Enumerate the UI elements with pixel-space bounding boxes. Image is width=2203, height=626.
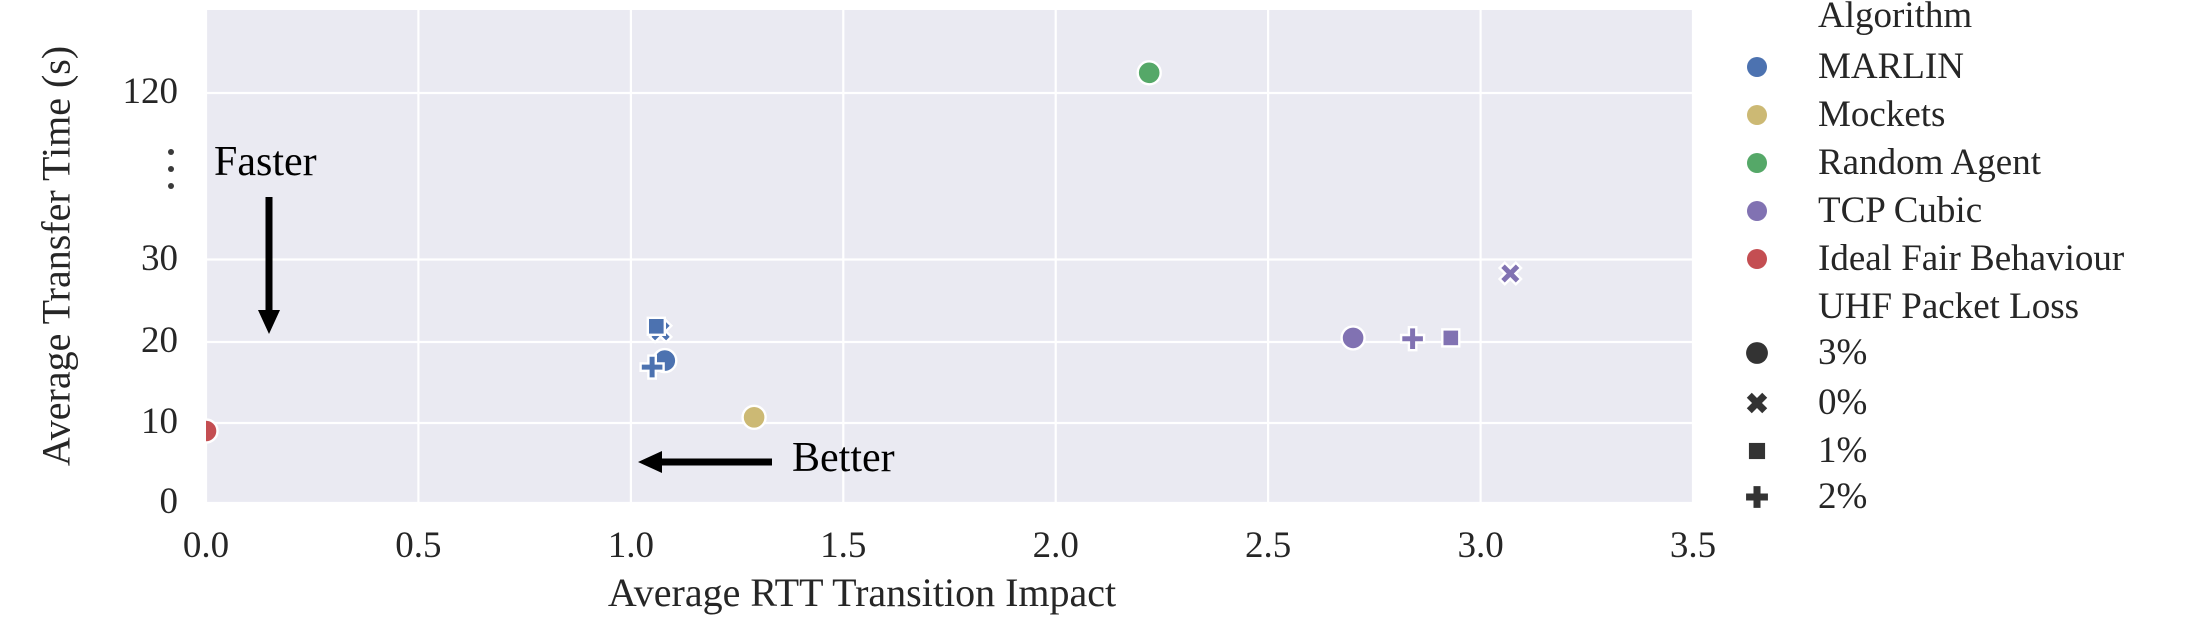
x-tick-2.5: 2.5	[1244, 525, 1292, 566]
faster-arrow	[258, 197, 280, 334]
y-axis-break-dots	[168, 149, 174, 189]
point-tcp-cubic-0	[1497, 261, 1523, 286]
point-ideal-fair-behaviour-na	[206, 418, 219, 444]
x-tick-1.0: 1.0	[607, 525, 655, 566]
x-tick-3.5: 3.5	[1669, 525, 1717, 566]
y-tick-30: 30	[141, 237, 178, 279]
point-tcp-cubic-3	[1340, 325, 1366, 351]
x-axis-title: Average RTT Transition Impact	[607, 570, 1117, 615]
gridlines	[204, 10, 1695, 505]
faster-annotation-label: Faster	[214, 139, 317, 185]
x-tick-1.5: 1.5	[820, 525, 867, 566]
point-random-agent-3	[1136, 60, 1162, 86]
x-tick-3.0: 3.0	[1457, 525, 1504, 566]
plot-background	[206, 10, 1693, 503]
data-points	[206, 60, 1523, 444]
x-tick-0.5: 0.5	[395, 525, 442, 566]
x-tick-2.0: 2.0	[1032, 525, 1079, 566]
point-marlin-2	[639, 354, 665, 380]
better-annotation-label: Better	[792, 435, 895, 481]
point-tcp-cubic-2	[1399, 326, 1426, 352]
y-tick-120: 120	[122, 71, 179, 112]
y-tick-20: 20	[141, 320, 178, 361]
better-arrow	[638, 451, 772, 473]
point-tcp-cubic-1	[1441, 328, 1461, 348]
point-marlin-1	[646, 316, 666, 336]
y-tick-0: 0	[159, 481, 179, 522]
point-mockets-3	[741, 404, 767, 430]
y-tick-10: 10	[141, 401, 178, 442]
x-tick-0.0: 0.0	[182, 525, 230, 566]
